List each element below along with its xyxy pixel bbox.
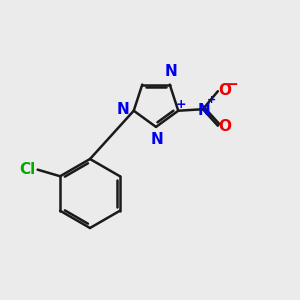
Text: N: N xyxy=(198,103,211,118)
Text: O: O xyxy=(218,119,231,134)
Text: N: N xyxy=(117,102,130,117)
Text: Cl: Cl xyxy=(19,161,35,176)
Text: N: N xyxy=(165,64,178,79)
Text: +: + xyxy=(207,94,216,105)
Text: N: N xyxy=(151,132,164,147)
Text: O: O xyxy=(218,83,231,98)
Text: −: − xyxy=(225,77,238,92)
Text: +: + xyxy=(175,98,186,111)
